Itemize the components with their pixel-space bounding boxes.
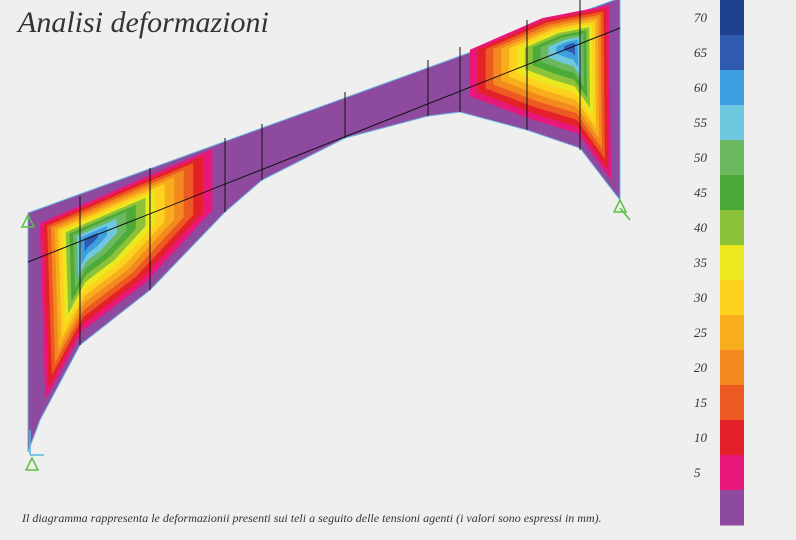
legend-swatch — [720, 0, 744, 36]
legend-label: 70 — [694, 10, 708, 25]
legend-swatch — [720, 420, 744, 456]
legend-label: 25 — [694, 325, 708, 340]
legend-swatch — [720, 245, 744, 281]
legend-label: 55 — [694, 115, 708, 130]
legend-label: 65 — [694, 45, 708, 60]
caption: Il diagramma rappresenta le deformazioni… — [21, 511, 602, 525]
legend-swatch — [720, 105, 744, 141]
legend-label: 40 — [694, 220, 708, 235]
legend-swatch — [720, 315, 744, 351]
legend-label: 10 — [694, 430, 708, 445]
legend-swatch — [720, 280, 744, 316]
deformation-contour — [84, 233, 98, 253]
legend-swatch — [720, 210, 744, 246]
legend-swatch — [720, 350, 744, 386]
legend-label: 15 — [694, 395, 708, 410]
color-legend: 70 65 60 55 50 45 40 35 30 25 20 15 10 5 — [693, 0, 744, 526]
legend-label: 5 — [694, 465, 701, 480]
legend-swatch — [720, 140, 744, 176]
structure-model — [27, 0, 621, 453]
legend-label: 30 — [693, 290, 708, 305]
title: Analisi deformazioni — [16, 6, 269, 39]
legend-label: 20 — [694, 360, 708, 375]
deformation-contour — [80, 226, 108, 265]
legend-swatch — [720, 70, 744, 106]
legend-swatch — [720, 175, 744, 211]
legend-label: 35 — [693, 255, 708, 270]
legend-label: 45 — [694, 185, 708, 200]
legend-swatch — [720, 35, 744, 71]
deformation-contour — [564, 42, 575, 57]
legend-swatch — [720, 490, 744, 526]
legend-swatch — [720, 385, 744, 421]
legend-swatch — [720, 455, 744, 491]
supports — [20, 198, 631, 471]
structure-lines — [27, 0, 621, 345]
legend-label: 60 — [694, 80, 708, 95]
legend-label: 50 — [694, 150, 708, 165]
